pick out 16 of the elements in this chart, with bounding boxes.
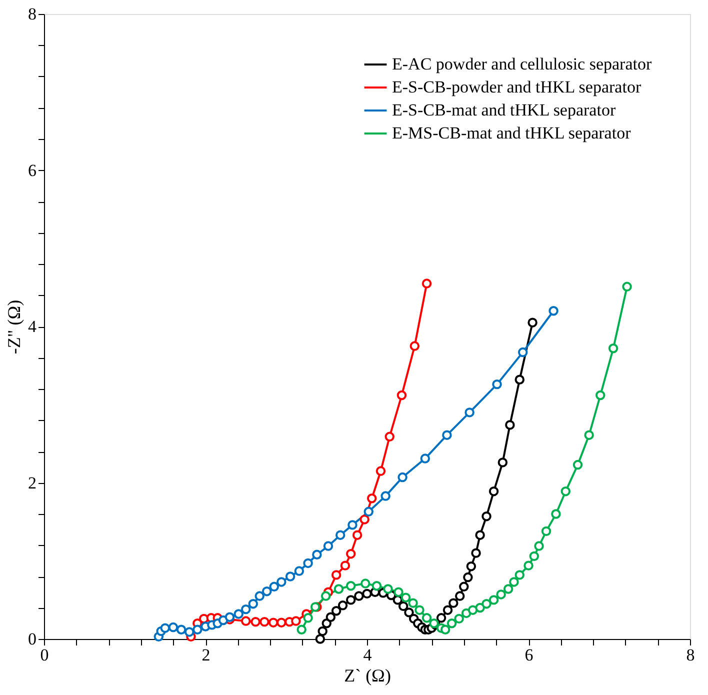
y-tick-label: 2 [28, 473, 36, 492]
y-tick-label: 4 [28, 317, 37, 336]
x-tick-label: 8 [686, 646, 695, 664]
legend-label: E-S-CB-powder and tHKL separator [392, 78, 642, 96]
legend-label: E-MS-CB-mat and tHKL separator [392, 124, 632, 142]
y-tick-label: 0 [28, 630, 36, 648]
x-tick-label: 0 [40, 646, 49, 664]
y-tick-label: 6 [28, 160, 36, 180]
y-tick-label: 8 [28, 4, 36, 24]
x-tick-label: 6 [524, 646, 534, 664]
y-axis-title: -Z" (Ω) [4, 300, 24, 354]
x-tick-label: 2 [202, 646, 210, 664]
x-axis-title: Z` (Ω) [344, 666, 391, 686]
legend-label: E-S-CB-mat and tHKL separator [392, 100, 616, 120]
x-tick-label: 4 [363, 646, 372, 664]
legend-label: E-AC powder and cellulosic separator [392, 54, 652, 74]
